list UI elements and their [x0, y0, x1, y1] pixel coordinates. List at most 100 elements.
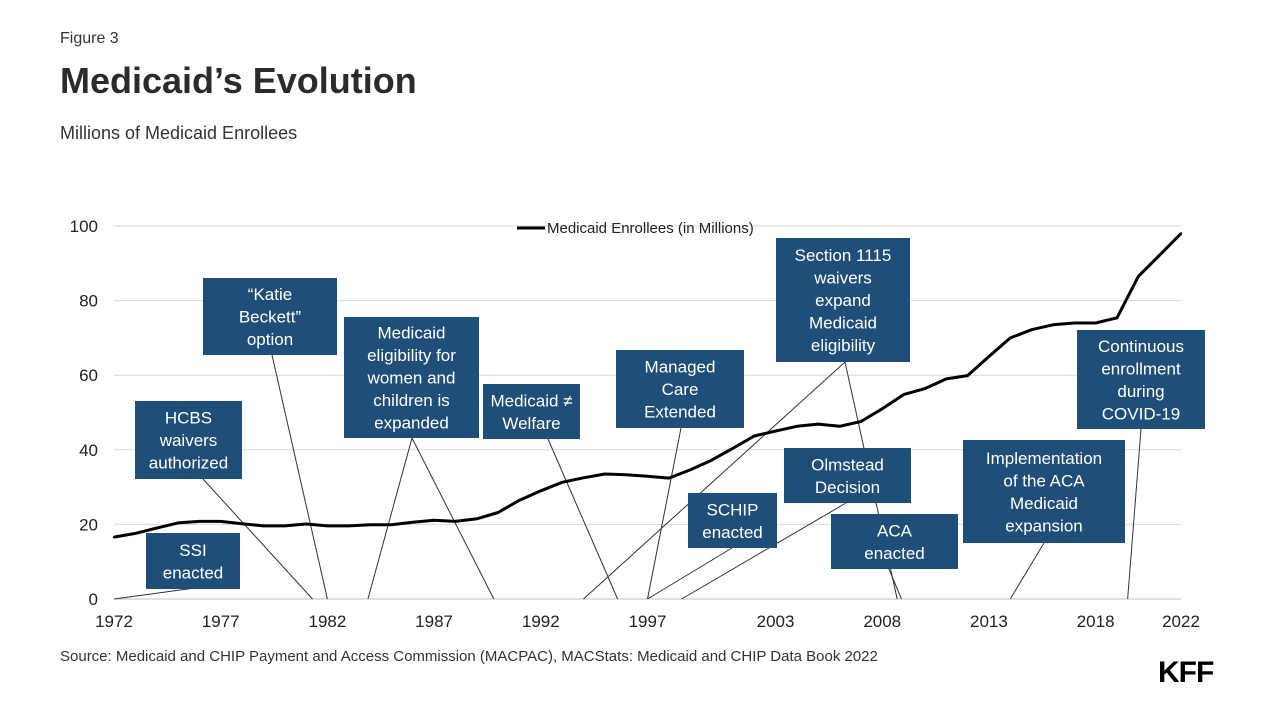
annotation-text: Section 1115	[795, 246, 892, 265]
data-point	[859, 420, 863, 423]
annotation-box	[1077, 330, 1205, 429]
annotation-text: ACA	[877, 521, 913, 540]
annotation-box	[483, 384, 580, 439]
annotation-text: expansion	[1005, 516, 1083, 535]
figure-label: Figure 3	[60, 30, 119, 47]
data-point	[582, 476, 585, 479]
x-tick-label: 1987	[415, 612, 453, 631]
annotation-box	[688, 493, 777, 548]
y-tick-label: 40	[79, 441, 98, 460]
annotation-leader-line	[647, 427, 682, 600]
annotation-box	[203, 278, 337, 355]
annotation-leader-line	[1127, 428, 1142, 600]
x-tick-label: 1972	[95, 612, 133, 631]
data-point	[1115, 316, 1119, 319]
data-point	[923, 387, 927, 390]
x-tick-label: 1977	[202, 612, 240, 631]
data-point	[966, 374, 969, 377]
data-point	[432, 519, 436, 522]
annotation-text: enacted	[864, 544, 925, 563]
data-point	[539, 489, 542, 493]
x-tick-label: 2022	[1162, 612, 1200, 631]
annotation-text: expanded	[374, 414, 449, 433]
annotation-text: Medicaid	[377, 324, 445, 343]
data-point	[1094, 321, 1097, 325]
data-point	[326, 524, 329, 528]
data-point	[688, 468, 692, 472]
data-point	[155, 526, 158, 530]
data-point	[774, 429, 777, 433]
data-point	[475, 517, 478, 521]
data-point	[454, 520, 457, 523]
annotation-text: Medicaid	[809, 314, 877, 333]
data-point	[390, 523, 393, 526]
annotation-box	[135, 401, 242, 479]
annotation-text: HCBS	[165, 409, 212, 428]
data-point	[240, 522, 244, 525]
annotation-text: enrollment	[1101, 359, 1181, 378]
annotation-leader-line	[367, 437, 413, 600]
annotation-box	[776, 238, 910, 362]
legend-label: Medicaid Enrollees (in Millions)	[547, 220, 754, 237]
x-tick-label: 1982	[308, 612, 346, 631]
annotation-text: Continuous	[1098, 337, 1184, 356]
annotation-leader-line	[113, 587, 196, 600]
line-chart: 0 20 40 60 80 100 1972 1977 1982 1987 1992 1997 2003…	[70, 217, 1205, 631]
data-point	[1030, 328, 1033, 331]
annotation-text: expand	[815, 291, 871, 310]
data-point	[1158, 253, 1161, 257]
data-point	[753, 434, 756, 438]
annotation-text: waivers	[813, 269, 872, 288]
data-point	[134, 532, 137, 535]
data-point	[304, 522, 308, 526]
data-point	[518, 498, 521, 502]
data-point	[1073, 321, 1076, 325]
annotation-text: women and	[367, 369, 456, 388]
annotation-text: Medicaid ≠	[490, 391, 572, 410]
annotation-text: COVID-19	[1102, 404, 1180, 423]
annotation-text: enacted	[163, 563, 224, 582]
data-point	[624, 473, 628, 476]
data-point	[198, 520, 201, 523]
data-point	[795, 425, 799, 428]
data-point	[411, 520, 414, 524]
data-point	[817, 422, 820, 426]
data-point	[945, 377, 948, 381]
annotation-text: SCHIP	[707, 500, 759, 519]
x-tick-label: 2008	[863, 612, 901, 631]
x-tick-label: 2003	[757, 612, 795, 631]
data-point	[987, 355, 991, 358]
data-point	[262, 524, 265, 528]
data-point	[902, 393, 905, 396]
annotation-box	[146, 533, 240, 589]
data-point	[646, 475, 649, 478]
annotation-text: eligibility	[811, 336, 876, 355]
annotation-box	[831, 514, 958, 569]
chart-subtitle: Millions of Medicaid Enrollees	[60, 123, 298, 143]
annotation-leader-line	[681, 502, 847, 600]
annotation-text: children is	[373, 391, 450, 410]
x-tick-label: 2018	[1077, 612, 1115, 631]
x-tick-label: 2013	[970, 612, 1008, 631]
annotation-text: authorized	[149, 454, 228, 473]
data-point	[603, 472, 607, 476]
data-point	[368, 523, 372, 526]
data-point	[496, 511, 500, 514]
data-point	[1137, 275, 1140, 278]
annotation-text: Decision	[815, 478, 880, 497]
data-point	[710, 459, 713, 462]
y-tick-label: 20	[79, 515, 98, 534]
x-tick-label: 1997	[629, 612, 667, 631]
annotation-text: SSI	[179, 541, 206, 560]
annotation-leader-line	[647, 547, 733, 600]
annotation-text: option	[247, 330, 293, 349]
annotation-text: Managed	[645, 358, 716, 377]
chart-title: Medicaid’s Evolution	[60, 60, 417, 101]
data-point	[881, 407, 884, 410]
annotation-leader-line	[1009, 542, 1045, 600]
annotation-leader-line	[547, 438, 619, 600]
annotation-text: Implementation	[986, 449, 1102, 468]
annotation-leader-line	[271, 354, 328, 600]
data-point	[731, 447, 735, 450]
data-point	[283, 524, 286, 528]
